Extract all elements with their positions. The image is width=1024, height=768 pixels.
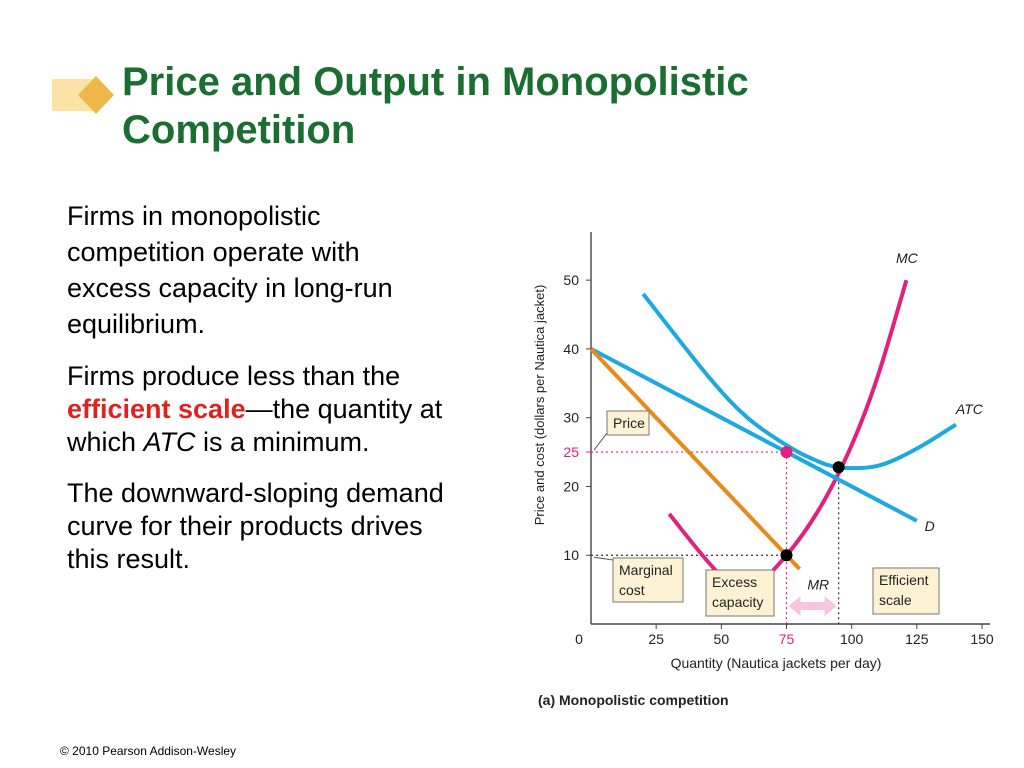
curve-label-d: D [925, 518, 935, 534]
curve-d [590, 347, 918, 523]
equilibrium-point-1 [780, 549, 793, 562]
monopolistic-competition-chart: 0 25 50 75 100 125 150 10 20 30 40 50 25 MC ATC D MR Pric… [532, 232, 994, 708]
curve-mc [667, 279, 909, 590]
excess-capacity-annotation-box [705, 569, 775, 617]
p2-after: is a minimum. [195, 427, 370, 457]
marginal-cost-callout-line [593, 556, 614, 561]
efficient-scale-term: efficient scale [67, 394, 246, 424]
chart-x-tick-label: 125 [905, 631, 929, 647]
price-annotation-box [606, 410, 650, 436]
chart-y-tick-label: 20 [563, 478, 579, 494]
paragraph-demand-curve: The downward-sloping demand curve for th… [67, 478, 444, 574]
equilibrium-point-2 [832, 461, 845, 474]
p2-middle: —the quantity at which [67, 394, 443, 457]
p2-before: Firms produce less than the [67, 361, 401, 391]
curve-label-mr: MR [807, 577, 829, 593]
chart-y-tick-label: 30 [563, 410, 579, 426]
chart-x-tick-label: 100 [840, 631, 864, 647]
chart-x-tick-label: 50 [714, 631, 730, 647]
excess-capacity-annotation-line: Excess [712, 574, 757, 590]
slide-decoration-icon [52, 76, 114, 114]
price-annotation-line: Price [613, 415, 645, 431]
chart-x-tick-label: 150 [970, 631, 994, 647]
chart-y-tick-label: 40 [563, 341, 579, 357]
chart-caption: (a) Monopolistic competition [538, 692, 729, 708]
excess-capacity-annotation-line: capacity [712, 594, 763, 610]
chart-y-axis-label: Price and cost (dollars per Nautica jack… [532, 285, 547, 526]
body-text: Firms in monopolistic competition operat… [67, 198, 447, 594]
chart-x-tick-label: 0 [575, 631, 583, 647]
marginal-cost-annotation-text: Marginal cost [619, 562, 673, 598]
paragraph-efficient-scale: Firms produce less than the efficient sc… [67, 360, 447, 459]
excess-capacity-annotation-text: Excess capacity [712, 574, 763, 610]
price-annotation-text: Price [613, 415, 645, 431]
price-callout-line [593, 432, 608, 451]
efficient-scale-annotation-line: scale [879, 592, 912, 608]
copyright-footer: © 2010 Pearson Addison-Wesley [60, 744, 237, 758]
efficient-scale-annotation-line: Efficient [879, 572, 929, 588]
curve-atc [641, 292, 957, 471]
chart-y-tick-label: 50 [563, 272, 579, 288]
efficient-scale-annotation-box [872, 567, 940, 615]
atc-term: ATC [143, 427, 196, 457]
page-title: Price and Output in Monopolistic Competi… [122, 60, 749, 152]
curve-label-atc: ATC [955, 401, 984, 417]
chart-x-tick-label: 75 [779, 631, 795, 647]
marginal-cost-annotation-line: Marginal [619, 562, 673, 578]
equilibrium-point-0 [780, 446, 793, 459]
chart-y-tick-label: 10 [563, 547, 579, 563]
chart-y-tick-label-price: 25 [563, 444, 579, 460]
curve-label-mc: MC [896, 250, 919, 266]
chart-x-tick-label: 25 [648, 631, 664, 647]
curve-mr [589, 347, 801, 571]
marginal-cost-annotation-line: cost [619, 582, 645, 598]
efficient-scale-annotation-text: Efficient scale [879, 572, 929, 608]
chart-x-axis-label: Quantity (Nautica jackets per day) [671, 655, 882, 671]
excess-capacity-arrow [788, 596, 837, 616]
paragraph-excess-capacity: Firms in monopolistic competition operat… [67, 201, 393, 339]
chart-layer: 0 25 50 75 100 125 150 10 20 30 40 50 25 MC ATC D MR Pric… [563, 232, 994, 647]
marginal-cost-annotation-box [612, 557, 684, 603]
